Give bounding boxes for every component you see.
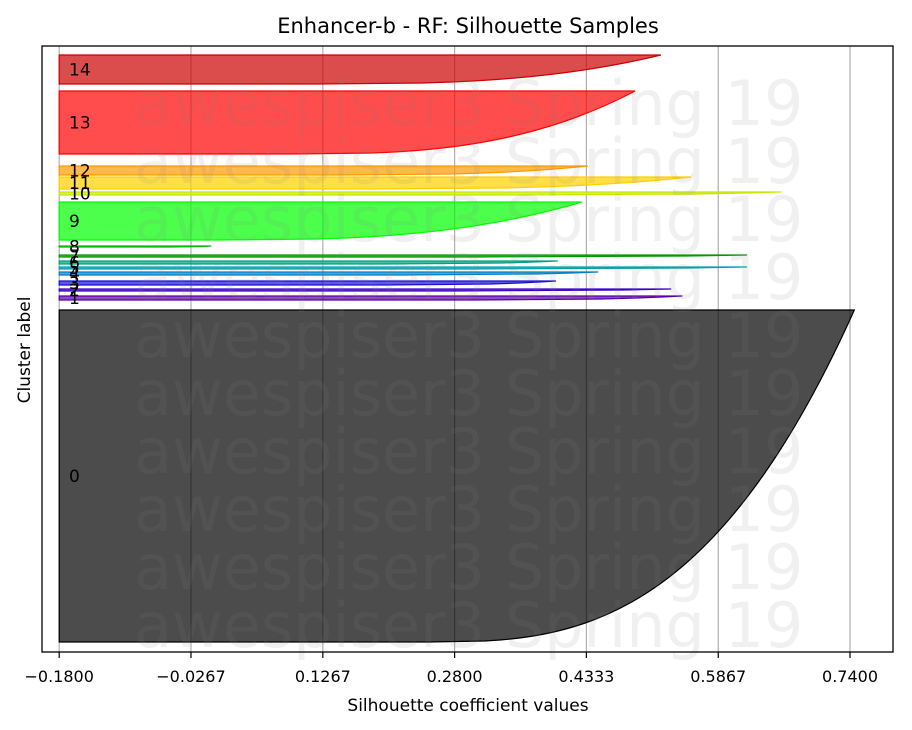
cluster-5-silhouette — [58, 266, 747, 270]
cluster-label-0: 0 — [69, 467, 80, 487]
cluster-label-8: 8 — [69, 238, 80, 258]
cluster-layer — [58, 54, 856, 643]
cluster-7-silhouette — [58, 254, 747, 258]
cluster-label-2: 2 — [69, 281, 80, 301]
plot-frame — [41, 45, 894, 653]
cluster-label-3: 3 — [69, 274, 80, 294]
x-tick-label: −0.1800 — [24, 667, 93, 686]
cluster-12-silhouette — [58, 165, 588, 176]
x-tick-label: −0.0267 — [156, 667, 225, 686]
cluster-6-silhouette — [58, 260, 558, 265]
watermark-text: awespiser3 Spring 19 — [134, 531, 804, 604]
watermark-text: awespiser3 Spring 19 — [134, 299, 804, 372]
x-axis-label: Silhouette coefficient values — [347, 696, 588, 716]
cluster-1-silhouette — [58, 295, 683, 301]
watermark-text: awespiser3 Spring 19 — [134, 357, 804, 430]
cluster-3-silhouette — [58, 280, 557, 286]
watermark-text: awespiser3 Spring 19 — [134, 67, 804, 140]
cluster-label-11: 11 — [69, 174, 91, 194]
cluster-0-silhouette — [58, 309, 856, 643]
watermark-text: awespiser3 Spring 19 — [134, 125, 804, 198]
watermark-text: awespiser3 Spring 19 — [134, 589, 804, 662]
x-tick-label: 0.1267 — [295, 667, 351, 686]
cluster-8-silhouette — [58, 245, 212, 248]
cluster-11-silhouette — [58, 176, 692, 190]
cluster-label-5: 5 — [69, 259, 80, 279]
cluster-label-13: 13 — [69, 114, 91, 134]
x-tick-label: 0.4333 — [558, 667, 614, 686]
cluster-label-7: 7 — [69, 247, 80, 267]
cluster-label-1: 1 — [69, 289, 80, 309]
chart-title: Enhancer-b - RF: Silhouette Samples — [277, 14, 659, 38]
cluster-label-12: 12 — [69, 162, 91, 182]
cluster-label-6: 6 — [69, 254, 80, 274]
y-axis-label: Cluster label — [15, 297, 35, 404]
x-tick-label: 0.5867 — [690, 667, 746, 686]
watermark-text: awespiser3 Spring 19 — [134, 241, 804, 314]
cluster-14-silhouette — [58, 54, 662, 85]
cluster-label-14: 14 — [69, 61, 91, 81]
cluster-13-silhouette — [58, 90, 636, 155]
cluster-10-silhouette — [58, 191, 782, 196]
cluster-label-4: 4 — [69, 265, 80, 285]
x-tick-label: 0.7400 — [822, 667, 878, 686]
cluster-label-10: 10 — [69, 185, 91, 205]
watermark-text: awespiser3 Spring 19 — [134, 415, 804, 488]
cluster-9-silhouette — [58, 201, 582, 241]
cluster-label-9: 9 — [69, 212, 80, 232]
cluster-4-silhouette — [58, 271, 599, 276]
cluster-2-silhouette — [58, 288, 672, 292]
x-axis-ticks: −0.1800 −0.0267 0.1267 0.2800 0.4333 0.5867 0.… — [24, 652, 878, 686]
x-tick-label: 0.2800 — [427, 667, 483, 686]
watermark-text: awespiser3 Spring 19 — [134, 183, 804, 256]
watermark-text: awespiser3 Spring 19 — [134, 473, 804, 546]
